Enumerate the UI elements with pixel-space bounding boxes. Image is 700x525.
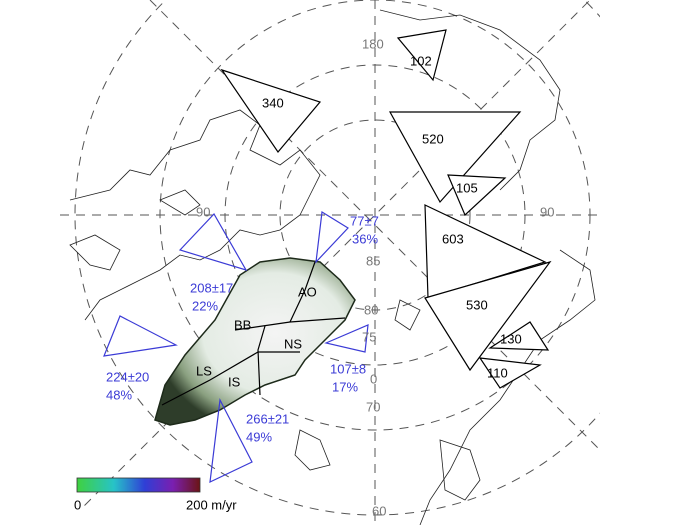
- coastlines: [69, 9, 596, 525]
- estimate: 224±20: [106, 369, 149, 384]
- estimate: 266±21: [246, 411, 289, 426]
- latitude-label: 75: [362, 329, 376, 344]
- flux-value: 520: [422, 131, 444, 146]
- colorbar: 0 200 m/yr: [74, 477, 237, 512]
- estimate: 208±17: [190, 280, 233, 295]
- longitude-label: 0: [370, 371, 377, 386]
- flux-value: 130: [500, 331, 522, 346]
- flux-value: 603: [442, 231, 464, 246]
- greenland: [154, 257, 356, 426]
- estimate: 77±7: [350, 213, 379, 228]
- latitude-label: 70: [366, 399, 380, 414]
- share: 22%: [192, 298, 218, 313]
- region: NS: [284, 336, 302, 351]
- colorbar-min: 0: [74, 497, 81, 512]
- longitude-label: 90: [540, 204, 554, 219]
- share: 48%: [106, 387, 132, 402]
- longitude-label: 90: [196, 204, 210, 219]
- share: 49%: [246, 429, 272, 444]
- share: 36%: [352, 231, 378, 246]
- flux-value: 110: [487, 365, 508, 380]
- grid-labels: 180 90 90 0 85 80 75 70 60: [196, 36, 554, 518]
- region: LS: [196, 363, 212, 378]
- estimate: 107±8: [330, 361, 366, 376]
- colorbar-max: 200 m/yr: [186, 497, 237, 512]
- share: 17%: [332, 379, 358, 394]
- latitude-label: 85: [366, 253, 380, 268]
- region: AO: [298, 284, 317, 299]
- longitude-label: 180: [362, 36, 384, 51]
- region: BB: [234, 317, 251, 332]
- region: IS: [228, 374, 241, 389]
- flux-value: 105: [456, 180, 478, 195]
- flux-value: 530: [466, 297, 488, 312]
- region-labels: AO BB NS LS IS: [196, 284, 317, 389]
- flux-value: 340: [262, 95, 284, 110]
- flux-boxes: 340 102 520 105 603 530 130 110: [220, 29, 552, 389]
- colorbar-ramp: [76, 477, 201, 493]
- basin-lines: [161, 261, 346, 406]
- flux-value: 102: [410, 53, 432, 68]
- latitude-label: 60: [372, 503, 386, 518]
- basin-estimates: 77±7 36% 208±17 22% 224±20 48% 107±8 17%…: [103, 210, 379, 484]
- latitude-label: 80: [364, 302, 378, 317]
